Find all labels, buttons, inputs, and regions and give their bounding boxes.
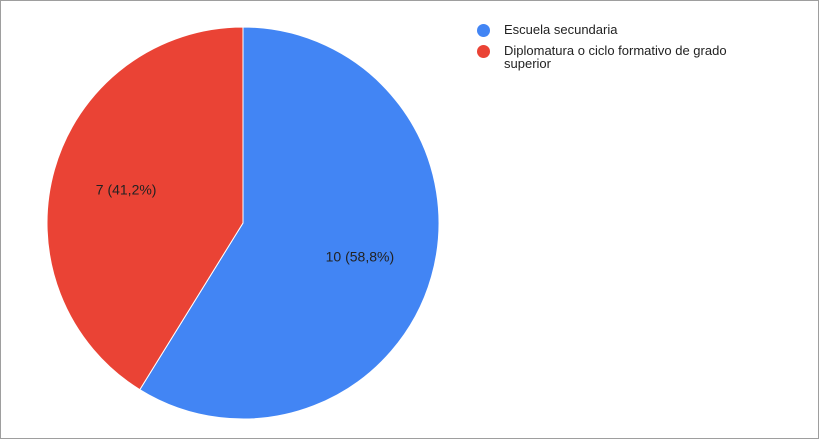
legend-swatch-0 — [477, 24, 490, 37]
pie-slice-1 — [46, 26, 244, 391]
chart-legend: Escuela secundaria Diplomatura o ciclo f… — [477, 23, 777, 78]
pie-slice-0 — [139, 26, 440, 420]
legend-item: Diplomatura o ciclo formativo de grado s… — [477, 44, 777, 70]
legend-label-1: Diplomatura o ciclo formativo de grado s… — [504, 43, 727, 71]
pie-data-label-1: 7 (41,2%) — [96, 182, 157, 198]
legend-swatch-1 — [477, 45, 490, 58]
legend-item: Escuela secundaria — [477, 22, 777, 37]
pie-data-label-0: 10 (58,8%) — [326, 248, 394, 264]
legend-label-0: Escuela secundaria — [504, 22, 618, 37]
